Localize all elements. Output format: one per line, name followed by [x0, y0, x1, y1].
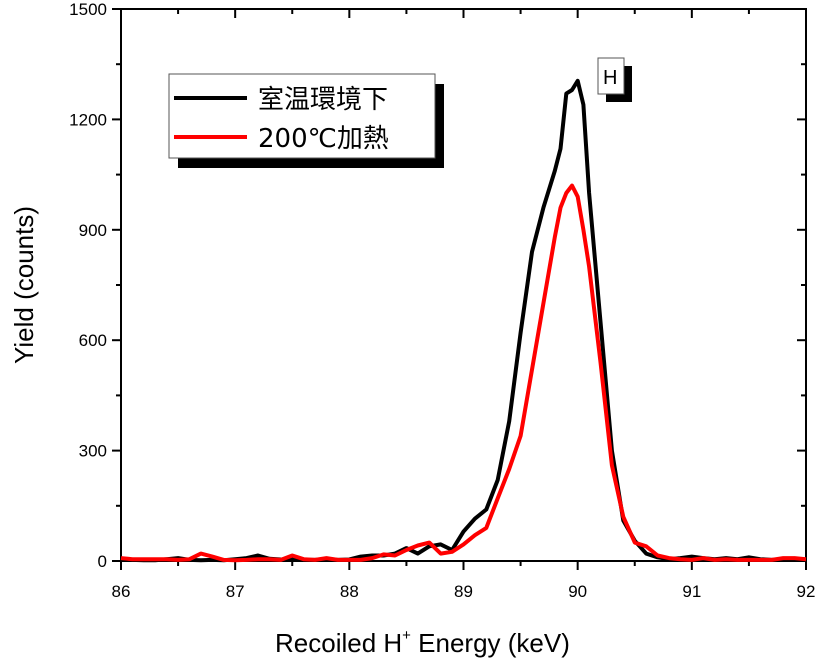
x-tick-label: 88 [340, 582, 359, 601]
y-tick-label: 1200 [69, 110, 107, 129]
y-axis: 0 300 600 900 1200 1500 [69, 0, 806, 571]
annotation-box [597, 57, 625, 95]
peak-annotation: H [597, 57, 632, 102]
legend: 室温環境下 200℃加熱 [168, 73, 444, 168]
y-axis-title: Yield (counts) [9, 206, 39, 364]
y-tick-label: 1500 [69, 0, 107, 19]
y-tick-label: 900 [79, 221, 107, 240]
legend-box [168, 73, 436, 159]
y-tick-label: 300 [79, 442, 107, 461]
x-tick-label: 92 [797, 582, 816, 601]
series-layer [120, 78, 807, 563]
x-tick-label: 90 [568, 582, 587, 601]
y-tick-label: 0 [98, 552, 107, 571]
legend-label-200c: 200℃加熱 [258, 124, 389, 154]
x-tick-label: 91 [682, 582, 701, 601]
x-tick-label: 89 [454, 582, 473, 601]
x-axis-title-tail: Energy (keV) [411, 628, 570, 658]
x-tick-label: 87 [226, 582, 245, 601]
legend-label-room-temp: 室温環境下 [258, 85, 388, 115]
x-tick-label: 86 [112, 582, 131, 601]
x-axis-title-sup: + [402, 627, 411, 644]
y-tick-label: 600 [79, 331, 107, 350]
annotation-label: H [603, 67, 617, 89]
x-axis-title-main: Recoiled H [275, 628, 402, 658]
x-axis: 86 87 88 89 90 91 92 [112, 9, 816, 601]
series-line-200c [120, 183, 807, 563]
x-axis-title: Recoiled H+ Energy (keV) [275, 627, 570, 658]
